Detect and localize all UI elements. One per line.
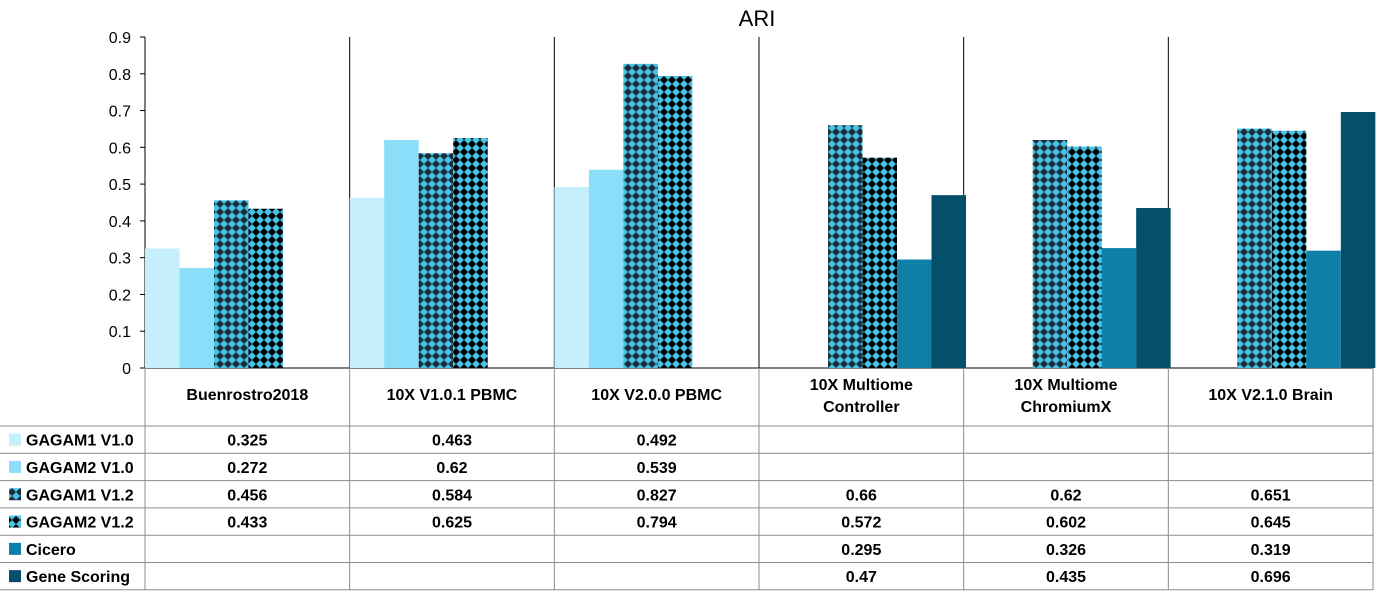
legend-swatch-gagam1-v1-2 bbox=[9, 488, 21, 501]
legend-label: GAGAM1 V1.2 bbox=[26, 487, 134, 504]
bar-gagam1-v1-2 bbox=[214, 200, 249, 368]
y-tick-label: 0.7 bbox=[109, 104, 131, 121]
data-cell: 0.584 bbox=[432, 487, 472, 504]
legend-label: GAGAM1 V1.0 bbox=[26, 433, 134, 450]
bar-gene-scoring bbox=[931, 195, 966, 368]
legend-swatch-gagam2-v1-0 bbox=[9, 460, 21, 473]
y-tick-label: 0 bbox=[122, 361, 131, 378]
y-tick-label: 0.6 bbox=[109, 140, 131, 157]
y-tick-label: 0.3 bbox=[109, 251, 131, 268]
bar-gagam1-v1-2 bbox=[1237, 128, 1272, 368]
bar-gagam2-v1-0 bbox=[384, 139, 419, 368]
data-cell: 0.47 bbox=[846, 569, 877, 586]
bar-gagam1-v1-0 bbox=[349, 197, 385, 368]
legend-label: Gene Scoring bbox=[26, 569, 130, 586]
data-cell: 0.602 bbox=[1046, 515, 1086, 532]
bar-gagam2-v1-0 bbox=[179, 267, 214, 368]
data-cell: 0.651 bbox=[1251, 487, 1291, 504]
category-label: ChromiumX bbox=[1021, 399, 1112, 416]
bar-gagam2-v1-2 bbox=[657, 75, 693, 369]
category-label: 10X V2.1.0 Brain bbox=[1208, 387, 1333, 404]
bar-gagam2-v1-2 bbox=[1271, 130, 1307, 368]
y-tick-label: 0.4 bbox=[109, 214, 131, 231]
data-cell: 0.435 bbox=[1046, 569, 1086, 586]
category-label: Buenrostro2018 bbox=[186, 387, 308, 404]
data-cell: 0.539 bbox=[637, 460, 677, 477]
bar-gagam1-v1-0 bbox=[145, 248, 180, 368]
category-label: Controller bbox=[823, 399, 899, 416]
data-table: Buenrostro2018 10X V1.0.1 PBMC 10X V2.0.0 … bbox=[0, 368, 1374, 591]
data-cell: 0.696 bbox=[1251, 569, 1291, 586]
data-cell: 0.827 bbox=[637, 487, 677, 504]
data-cell: 0.572 bbox=[841, 515, 881, 532]
data-cell: 0.625 bbox=[432, 515, 472, 532]
legend-label: GAGAM2 V1.0 bbox=[26, 460, 134, 477]
data-cell: 0.433 bbox=[227, 515, 267, 532]
category-label: 10X Multiome bbox=[1014, 377, 1117, 394]
legend-swatch-cicero bbox=[9, 542, 21, 555]
data-cell: 0.326 bbox=[1046, 542, 1086, 559]
bar-gene-scoring bbox=[1136, 208, 1171, 368]
data-cell: 0.66 bbox=[846, 487, 877, 504]
category-label: 10X V2.0.0 PBMC bbox=[591, 387, 722, 404]
bar-gagam2-v1-2 bbox=[1067, 146, 1102, 368]
data-cell: 0.456 bbox=[227, 487, 267, 504]
data-cell: 0.62 bbox=[436, 460, 467, 477]
data-cell: 0.325 bbox=[227, 433, 267, 450]
bar-gagam2-v1-0 bbox=[588, 169, 624, 368]
bar-gagam1-v1-2 bbox=[623, 63, 658, 368]
legend-label: GAGAM2 V1.2 bbox=[26, 515, 134, 532]
data-cell: 0.295 bbox=[841, 542, 881, 559]
legend-swatch-gagam1-v1-0 bbox=[9, 433, 21, 446]
bar-gene-scoring bbox=[1340, 112, 1376, 368]
chart-title: ARI bbox=[739, 6, 776, 31]
y-tick-label: 0.1 bbox=[109, 324, 131, 341]
category-label: 10X V1.0.1 PBMC bbox=[387, 387, 518, 404]
y-tick-label: 0.5 bbox=[109, 177, 131, 194]
bar-gagam2-v1-2 bbox=[248, 208, 283, 368]
bar-gagam1-v1-2 bbox=[1032, 139, 1068, 368]
y-tick-label: 0.9 bbox=[109, 30, 131, 47]
data-cell: 0.319 bbox=[1251, 542, 1291, 559]
y-tick-label: 0.8 bbox=[109, 67, 131, 84]
bar-gagam1-v1-0 bbox=[554, 187, 589, 368]
data-cell: 0.463 bbox=[432, 433, 472, 450]
bar-cicero bbox=[1306, 250, 1341, 368]
bar-gagam1-v1-2 bbox=[418, 153, 454, 368]
data-cell: 0.645 bbox=[1251, 515, 1291, 532]
data-cell: 0.272 bbox=[227, 460, 267, 477]
data-cell: 0.794 bbox=[637, 515, 677, 532]
legend-swatch-gene-scoring bbox=[9, 570, 21, 583]
data-cell: 0.492 bbox=[637, 433, 677, 450]
legend-swatch-gagam2-v1-2 bbox=[9, 515, 21, 528]
legend-label: Cicero bbox=[26, 542, 76, 559]
bar-cicero bbox=[1101, 248, 1137, 368]
axis-layer: 0 0.1 0.2 0.3 0.4 0.5 0.6 0.7 0.8 0.9 bbox=[109, 30, 1373, 378]
data-cell: 0.62 bbox=[1050, 487, 1081, 504]
bar-gagam2-v1-2 bbox=[862, 157, 897, 368]
y-tick-label: 0.2 bbox=[109, 287, 131, 304]
bar-gagam1-v1-2 bbox=[828, 125, 863, 369]
bar-gagam2-v1-2 bbox=[453, 138, 488, 368]
category-label: 10X Multiome bbox=[810, 377, 913, 394]
bar-cicero bbox=[897, 259, 932, 368]
bar-layer bbox=[145, 63, 1376, 369]
